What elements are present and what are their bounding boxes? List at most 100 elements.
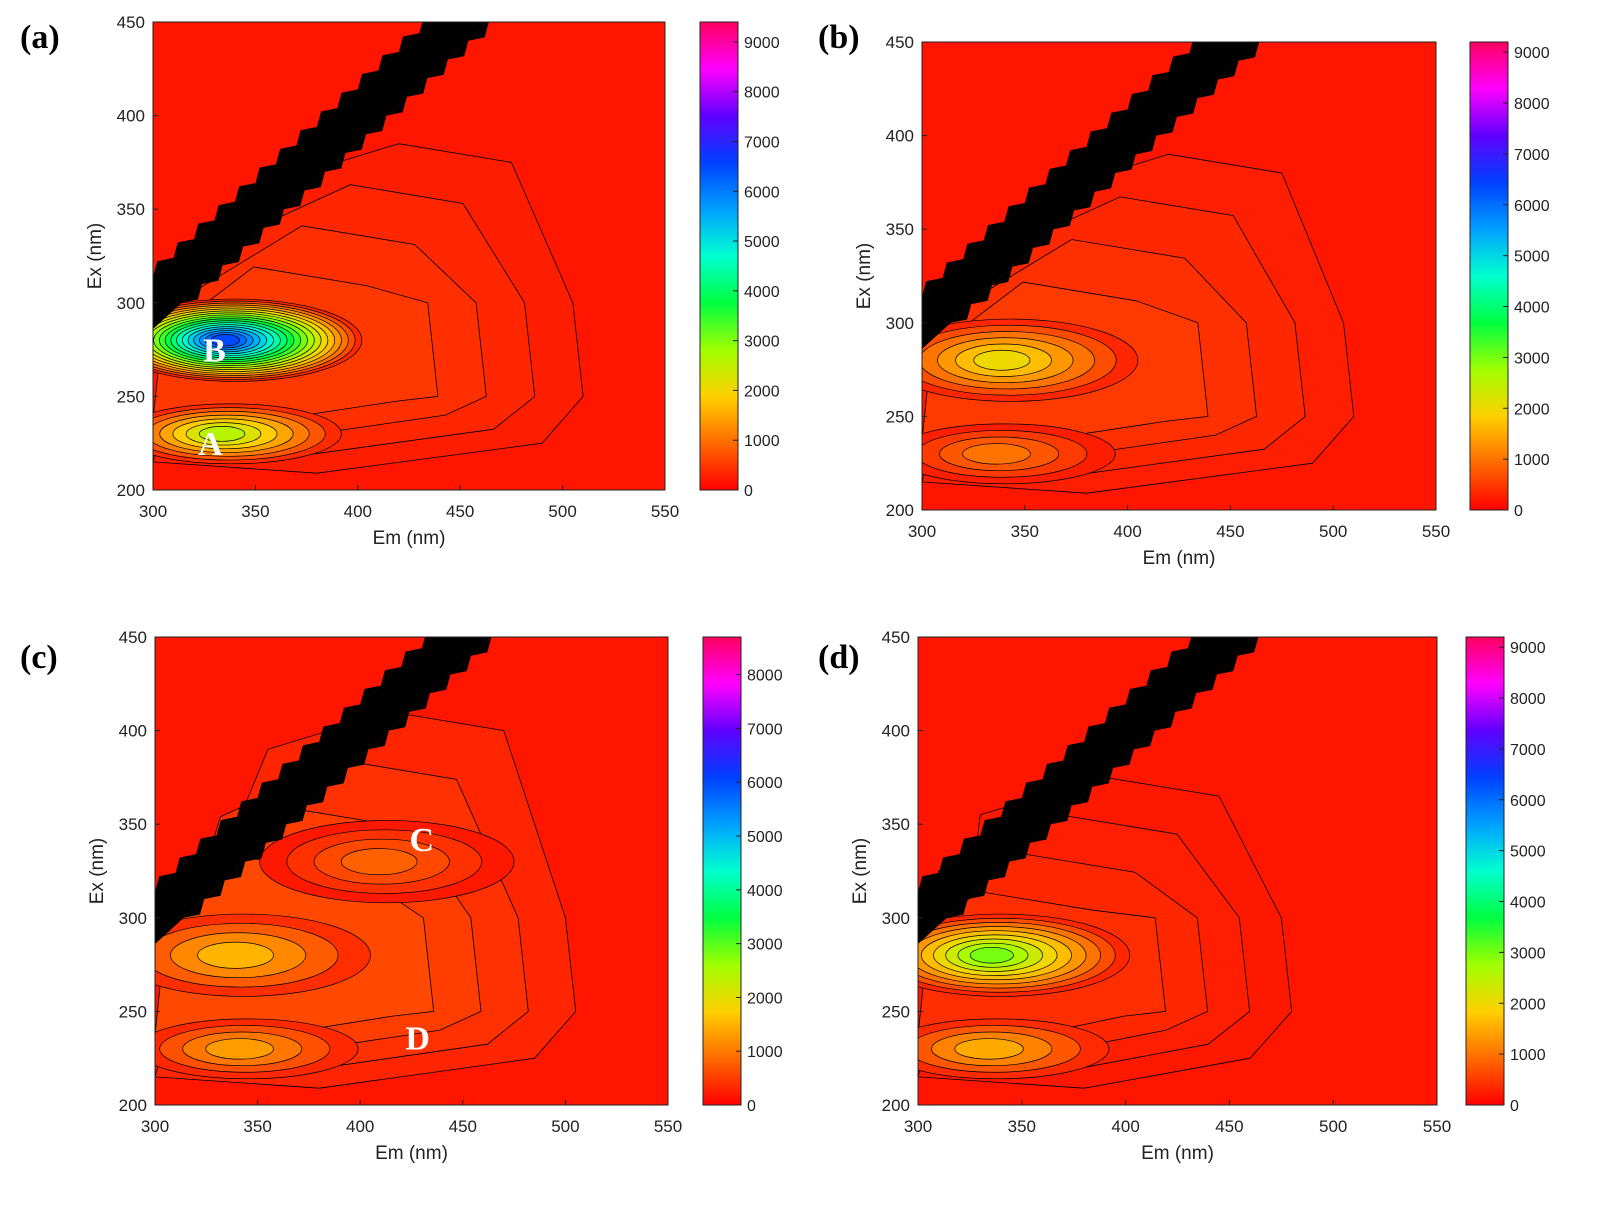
band-tooth [1012, 247, 1034, 267]
band-tooth [255, 164, 276, 183]
peak-contours-A [153, 403, 342, 465]
band-tooth [275, 145, 297, 165]
colorbar-gradient [702, 636, 742, 1106]
y-tick-label: 450 [119, 628, 147, 647]
band-tooth [173, 239, 194, 258]
band-tooth [155, 872, 176, 892]
peak-contours-D [155, 1018, 359, 1080]
band-tooth [401, 648, 422, 667]
band-tooth [1146, 666, 1168, 686]
band-tooth [1238, 42, 1260, 61]
colorbar: 0 1000 2000 3000 4000 5000 6000 7000 8000 [702, 636, 783, 1115]
y-tick-label: 400 [119, 722, 147, 741]
x-tick-label: 300 [141, 1117, 169, 1136]
contour-level [969, 946, 1014, 964]
band-tooth [368, 730, 389, 750]
band-tooth [983, 221, 1005, 241]
band-tooth [1021, 779, 1043, 798]
band-tooth [440, 0, 460, 15]
contour-level [210, 334, 241, 347]
band-tooth [988, 861, 1010, 881]
colorbar-tick-label: 2000 [1510, 996, 1546, 1013]
panel-d: (d)300 350 400 450 500 550200250300350400450E… [818, 628, 1546, 1164]
band-tooth [1196, 674, 1217, 694]
x-tick-label: 350 [243, 1117, 271, 1136]
y-tick-label: 450 [882, 628, 910, 647]
band-tooth [406, 78, 428, 97]
band-tooth [1135, 135, 1157, 155]
plot-area [153, 0, 665, 490]
band-tooth [153, 257, 174, 277]
colorbar-tick-label: 0 [1510, 1098, 1519, 1115]
band-tooth [967, 880, 989, 900]
colorbar-tick-label: 1000 [747, 1044, 783, 1061]
colorbar-tick-label: 5000 [1514, 249, 1550, 266]
band-tooth [922, 277, 943, 297]
band-tooth [1009, 842, 1031, 862]
band-tooth [980, 816, 1002, 836]
band-tooth [245, 842, 266, 862]
band-tooth [1033, 229, 1054, 248]
band-tooth [1218, 60, 1239, 80]
colorbar-tick-label: 3000 [1510, 945, 1546, 962]
y-tick-label: 250 [886, 407, 914, 426]
band-tooth [1071, 786, 1093, 806]
colorbar-tick-label: 7000 [747, 721, 783, 738]
band-tooth [339, 704, 361, 724]
band-tooth [357, 70, 379, 90]
x-axis-title: Em (nm) [1141, 1143, 1214, 1164]
band-tooth [325, 153, 346, 172]
x-tick-label: 550 [654, 1117, 682, 1136]
band-tooth [991, 266, 1013, 286]
colorbar-tick-label: 1000 [1514, 452, 1550, 469]
band-tooth [265, 824, 287, 843]
band-tooth [1065, 146, 1087, 166]
peak-contours-ex280 [155, 913, 371, 997]
band-tooth [1154, 711, 1176, 731]
colorbar-tick-label: 8000 [744, 85, 780, 102]
y-axis-title: Ex (nm) [85, 223, 106, 290]
y-tick-label: 250 [117, 387, 145, 406]
panel-label: (a) [20, 19, 60, 56]
x-tick-label: 350 [241, 502, 269, 521]
band-tooth [222, 246, 244, 266]
x-tick-label: 550 [651, 502, 679, 521]
x-tick-label: 400 [1113, 522, 1141, 541]
band-tooth [1086, 128, 1108, 147]
colorbar-tick-label: 2000 [1514, 401, 1550, 418]
x-axis-title: Em (nm) [1143, 548, 1216, 569]
band-tooth [1176, 98, 1198, 117]
panel-a: (a) B A 300 350 400 450 500 550 200 250 300 350 400 45… [20, 0, 780, 549]
colorbar-tick-label: 7000 [744, 134, 780, 151]
colorbar-tick-label: 0 [744, 483, 753, 500]
y-tick-label: 350 [119, 815, 147, 834]
x-tick-label: 500 [548, 502, 576, 521]
band-tooth [278, 760, 299, 780]
colorbar-tick-label: 5000 [744, 234, 780, 251]
x-tick-label: 350 [1008, 1117, 1036, 1136]
band-tooth [1104, 704, 1126, 724]
colorbar-gradient [1465, 636, 1505, 1106]
peak-contours-B [153, 298, 363, 382]
band-tooth [1092, 768, 1114, 787]
band-tooth [1074, 191, 1095, 211]
x-tick-label: 350 [1011, 522, 1039, 541]
x-tick-label: 450 [449, 1117, 477, 1136]
band-tooth [1216, 655, 1238, 675]
band-tooth [963, 240, 984, 260]
band-tooth [959, 835, 981, 855]
band-tooth [224, 861, 246, 881]
x-tick-label: 300 [139, 502, 167, 521]
band-tooth [237, 797, 258, 817]
peak-label-C: C [409, 822, 434, 859]
y-axis-title: Ex (nm) [87, 838, 108, 905]
peak-contours-C [259, 820, 515, 904]
band-tooth [304, 171, 326, 191]
panel-label: (c) [20, 639, 58, 676]
y-tick-label: 350 [117, 200, 145, 219]
band-tooth [427, 59, 448, 79]
colorbar-tick-label: 3000 [1514, 350, 1550, 367]
scatter-band-edge [918, 637, 1259, 918]
x-tick-label: 400 [1111, 1117, 1139, 1136]
